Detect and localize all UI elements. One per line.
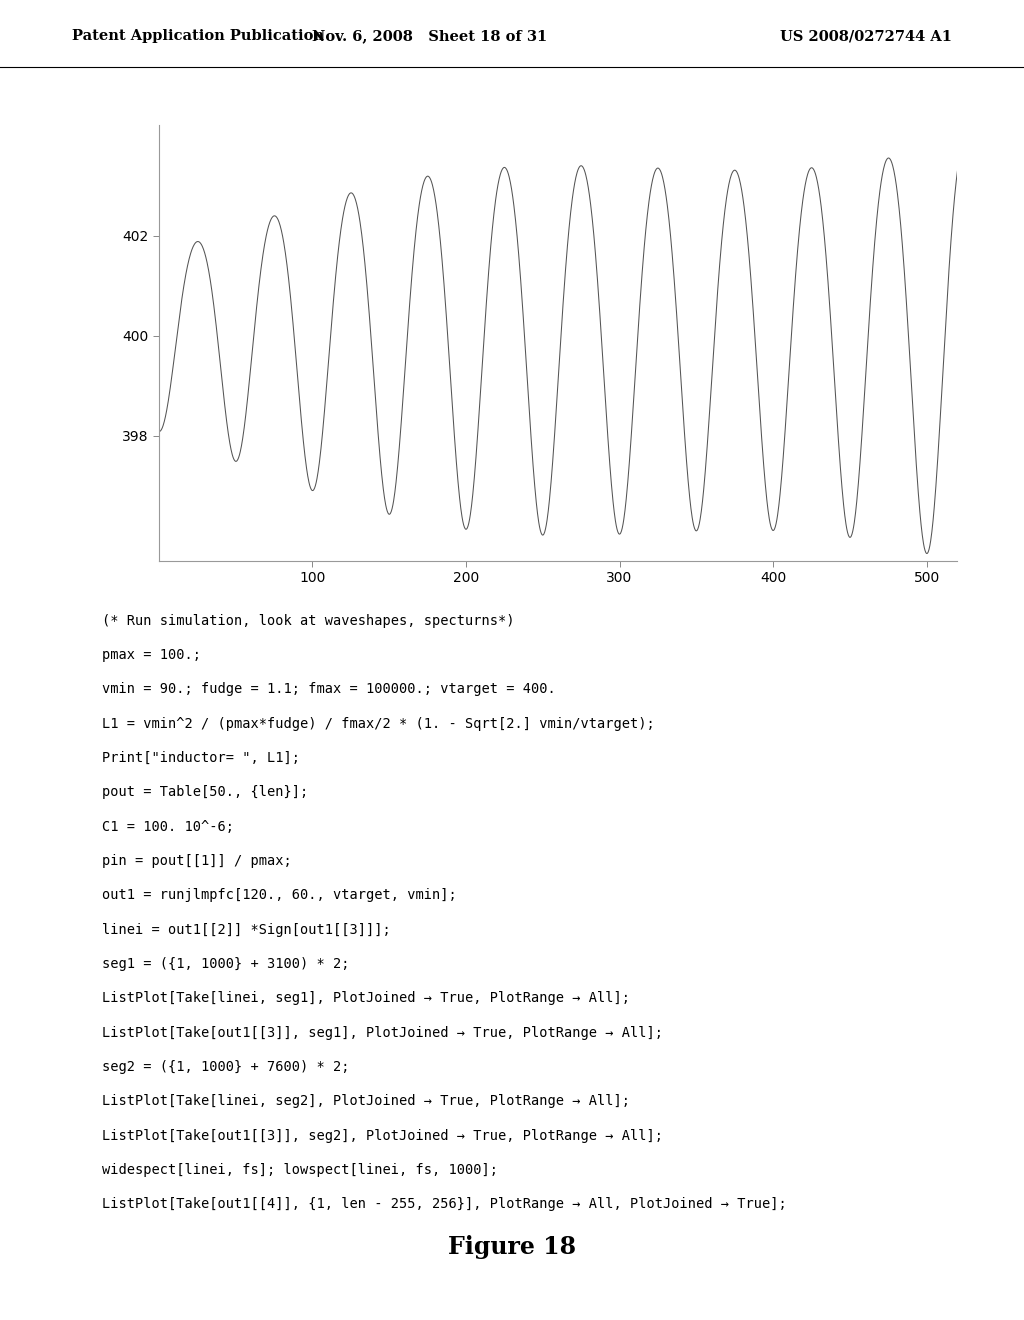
Text: ListPlot[Take[linei, seg2], PlotJoined → True, PlotRange → All];: ListPlot[Take[linei, seg2], PlotJoined →… <box>102 1094 631 1109</box>
Text: Figure 18: Figure 18 <box>447 1236 577 1259</box>
Text: C1 = 100. 10^-6;: C1 = 100. 10^-6; <box>102 820 234 834</box>
Text: Nov. 6, 2008   Sheet 18 of 31: Nov. 6, 2008 Sheet 18 of 31 <box>312 29 548 44</box>
Text: ListPlot[Take[linei, seg1], PlotJoined → True, PlotRange → All];: ListPlot[Take[linei, seg1], PlotJoined →… <box>102 991 631 1006</box>
Text: L1 = vmin^2 / (pmax*fudge) / fmax/2 * (1. - Sqrt[2.] vmin/vtarget);: L1 = vmin^2 / (pmax*fudge) / fmax/2 * (1… <box>102 717 655 731</box>
Text: seg2 = ({1, 1000} + 7600) * 2;: seg2 = ({1, 1000} + 7600) * 2; <box>102 1060 350 1074</box>
Text: seg1 = ({1, 1000} + 3100) * 2;: seg1 = ({1, 1000} + 3100) * 2; <box>102 957 350 972</box>
Text: pin = pout[[1]] / pmax;: pin = pout[[1]] / pmax; <box>102 854 292 869</box>
Text: ListPlot[Take[out1[[4]], {1, len - 255, 256}], PlotRange → All, PlotJoined → Tru: ListPlot[Take[out1[[4]], {1, len - 255, … <box>102 1197 787 1212</box>
Text: Patent Application Publication: Patent Application Publication <box>72 29 324 44</box>
Text: pmax = 100.;: pmax = 100.; <box>102 648 202 663</box>
Text: ListPlot[Take[out1[[3]], seg2], PlotJoined → True, PlotRange → All];: ListPlot[Take[out1[[3]], seg2], PlotJoin… <box>102 1129 664 1143</box>
Text: widespect[linei, fs]; lowspect[linei, fs, 1000];: widespect[linei, fs]; lowspect[linei, fs… <box>102 1163 499 1177</box>
Text: out1 = runjlmpfc[120., 60., vtarget, vmin];: out1 = runjlmpfc[120., 60., vtarget, vmi… <box>102 888 457 903</box>
Text: Print["inductor= ", L1];: Print["inductor= ", L1]; <box>102 751 300 766</box>
Text: linei = out1[[2]] *Sign[out1[[3]]];: linei = out1[[2]] *Sign[out1[[3]]]; <box>102 923 391 937</box>
Text: ListPlot[Take[out1[[3]], seg1], PlotJoined → True, PlotRange → All];: ListPlot[Take[out1[[3]], seg1], PlotJoin… <box>102 1026 664 1040</box>
Text: vmin = 90.; fudge = 1.1; fmax = 100000.; vtarget = 400.: vmin = 90.; fudge = 1.1; fmax = 100000.;… <box>102 682 556 697</box>
Text: pout = Table[50., {len}];: pout = Table[50., {len}]; <box>102 785 308 800</box>
Text: (* Run simulation, look at waveshapes, specturns*): (* Run simulation, look at waveshapes, s… <box>102 614 515 628</box>
Text: US 2008/0272744 A1: US 2008/0272744 A1 <box>780 29 952 44</box>
